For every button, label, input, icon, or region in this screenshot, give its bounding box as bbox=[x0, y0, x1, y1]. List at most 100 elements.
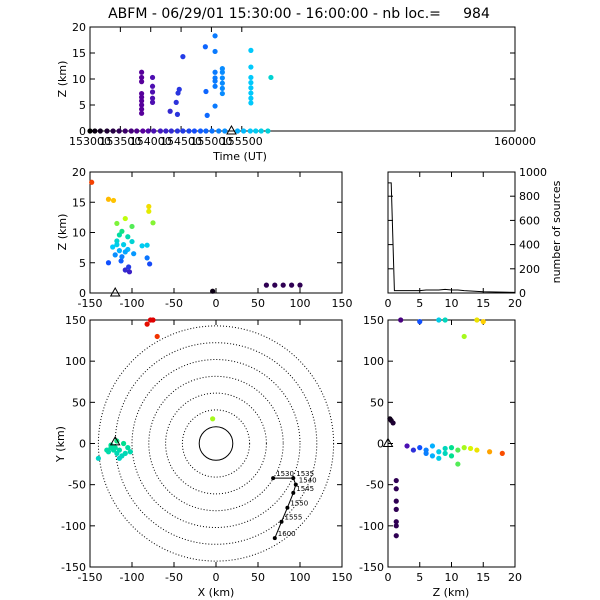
x-z-point bbox=[146, 208, 152, 214]
time-height-point bbox=[241, 128, 247, 134]
time-height-ylabel: Z (km) bbox=[56, 61, 69, 98]
storm-track-label: 1555 bbox=[285, 514, 303, 522]
time-height-point bbox=[219, 80, 225, 86]
storm-track-label: 1540 bbox=[299, 477, 317, 485]
time-height-point bbox=[139, 110, 145, 116]
storm-track-label: 1600 bbox=[278, 530, 296, 538]
z-y-point bbox=[474, 447, 480, 453]
z-y-point bbox=[393, 498, 399, 504]
plan-view-ytick-label: 150 bbox=[65, 314, 86, 327]
x-z-point bbox=[105, 260, 112, 266]
z-y-point bbox=[455, 461, 461, 467]
x-z-point bbox=[139, 243, 145, 249]
source-histogram-xtick-label: 15 bbox=[476, 297, 490, 310]
time-height-point bbox=[139, 74, 145, 81]
histogram-line bbox=[388, 182, 516, 293]
time-height-point bbox=[222, 128, 228, 134]
x-z-point bbox=[89, 179, 95, 185]
time-height-ytick-label: 10 bbox=[72, 73, 86, 86]
time-height-point bbox=[157, 128, 164, 134]
x-z-point bbox=[122, 249, 128, 255]
z-y-point bbox=[436, 449, 442, 455]
station-triangle-icon bbox=[382, 437, 394, 447]
time-height-point bbox=[151, 128, 157, 134]
time-height-point bbox=[149, 89, 156, 95]
plan-view-point bbox=[108, 445, 114, 451]
time-height-point bbox=[258, 128, 264, 134]
time-height-point bbox=[248, 85, 254, 91]
z-y-point bbox=[390, 420, 396, 426]
x-z-point bbox=[144, 255, 150, 261]
time-height-point bbox=[219, 75, 225, 81]
storm-track-point bbox=[271, 476, 276, 481]
time-height-point bbox=[87, 128, 93, 134]
x-z-frame bbox=[89, 171, 343, 294]
range-ring bbox=[198, 426, 234, 461]
z-y-point bbox=[467, 445, 474, 452]
x-z-point bbox=[112, 252, 118, 258]
histogram-ylabel: number of sources bbox=[550, 180, 563, 283]
time-height-xlabel: Time (UT) bbox=[212, 150, 267, 163]
z-y-point bbox=[404, 443, 410, 449]
range-ring bbox=[165, 392, 267, 495]
z-y-point bbox=[417, 445, 423, 451]
range-rings bbox=[97, 325, 335, 562]
time-height-point bbox=[191, 128, 198, 134]
z-y-point bbox=[393, 506, 399, 512]
z-y-point bbox=[429, 453, 436, 459]
plan-view-xtick-label: 100 bbox=[290, 571, 311, 584]
plan-view-point bbox=[127, 449, 133, 455]
time-height-point bbox=[174, 111, 181, 117]
plan-view-point bbox=[114, 450, 120, 456]
z-y-point bbox=[393, 486, 399, 492]
time-height-point bbox=[265, 128, 271, 134]
plan-view-ytick-label: -150 bbox=[61, 561, 86, 574]
z-y-ytick-label: 150 bbox=[363, 314, 384, 327]
x-z-point bbox=[122, 267, 128, 273]
time-height-point bbox=[163, 128, 169, 134]
source-histogram-ytick-label: 1000 bbox=[519, 166, 547, 179]
x-z-point bbox=[129, 223, 135, 230]
plan-view-xtick-label: -150 bbox=[78, 571, 103, 584]
z-y-point bbox=[480, 319, 486, 325]
time-height-xtick-label: 154500 bbox=[160, 135, 202, 148]
time-height-point bbox=[212, 78, 218, 84]
x-z-ytick-label: 20 bbox=[72, 166, 86, 179]
x-z-point bbox=[116, 232, 122, 238]
time-height-point bbox=[248, 100, 254, 106]
z-y-point bbox=[442, 450, 448, 456]
time-height-point bbox=[128, 128, 134, 134]
time-height-point bbox=[186, 128, 192, 134]
time-height-ytick-label: 0 bbox=[79, 125, 86, 138]
time-height-point bbox=[247, 128, 253, 134]
storm-track-point bbox=[291, 476, 296, 481]
time-height-point bbox=[212, 33, 218, 39]
z-y-ytick-label: -100 bbox=[359, 520, 384, 533]
x-z-ylabel: Z (km) bbox=[56, 214, 69, 251]
x-z-panel: Z (km) -150 -100 -50 0 50 100 150 0 5 10 15 20 bbox=[56, 166, 353, 310]
x-z-point bbox=[125, 234, 131, 240]
plan-view-frame bbox=[89, 319, 343, 568]
plan-view-point bbox=[210, 416, 216, 422]
time-height-xtick-label: 153000 bbox=[69, 135, 111, 148]
time-height-point bbox=[104, 128, 110, 134]
x-z-xtick-label: 50 bbox=[251, 297, 265, 310]
time-height-point bbox=[248, 74, 254, 81]
time-height-point bbox=[139, 90, 145, 97]
plan-view-point bbox=[121, 440, 127, 447]
time-height-point bbox=[219, 85, 225, 91]
time-height-point bbox=[180, 54, 186, 60]
range-ring bbox=[131, 359, 301, 528]
range-ring bbox=[148, 375, 284, 512]
plan-view-xlabel: X (km) bbox=[198, 586, 235, 599]
time-height-xtick-label: 153500 bbox=[99, 135, 141, 148]
x-z-point bbox=[105, 196, 112, 202]
z-y-point bbox=[398, 317, 404, 323]
time-height-xtick-label: 155000 bbox=[190, 135, 232, 148]
time-height-xtick-label: 154000 bbox=[130, 135, 172, 148]
storm-track-label: 1530 bbox=[276, 470, 294, 478]
storm-track-label: 1550 bbox=[290, 500, 308, 508]
z-y-ytick-label: 50 bbox=[370, 396, 384, 409]
plan-view-panel: X (km) Y (km) -150 -100 -50 0 50 100 150 -150 -1… bbox=[54, 314, 353, 599]
z-y-point bbox=[393, 533, 399, 539]
